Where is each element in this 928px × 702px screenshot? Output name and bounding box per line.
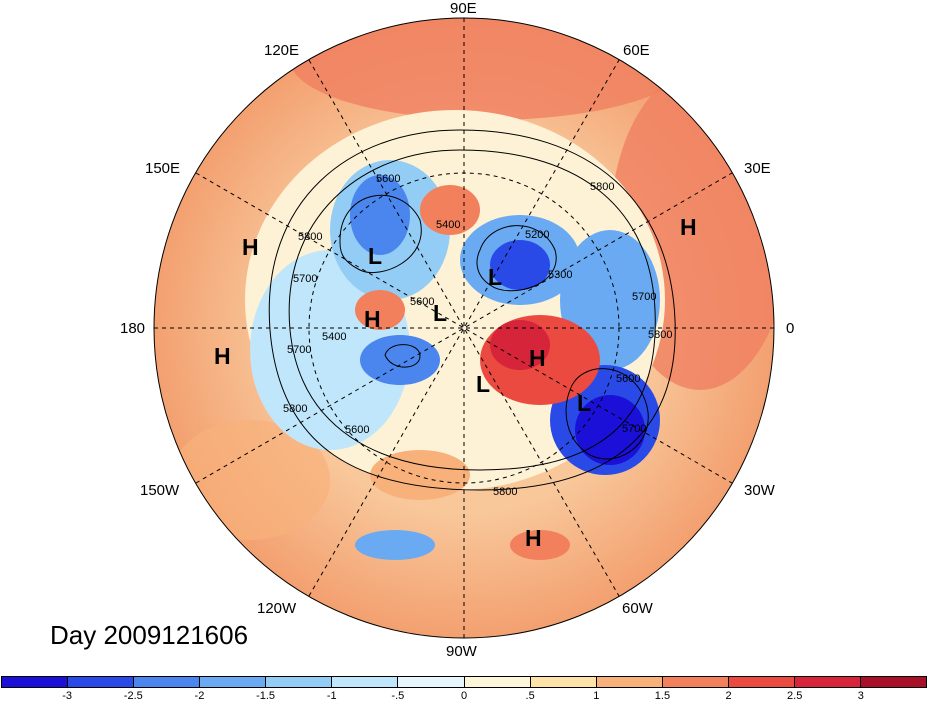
colorbar-swatch	[266, 677, 333, 687]
colorbar-swatch	[134, 677, 201, 687]
colorbar-tick-label: 3	[857, 690, 864, 702]
pressure-center-high: H	[242, 234, 259, 260]
colorbar-tick-label: 1.5	[654, 690, 671, 702]
lon-label-90w: 90W	[446, 643, 477, 660]
pressure-center-high: H	[529, 345, 546, 371]
lon-label-150w: 150W	[140, 482, 180, 499]
colorbar-swatch	[398, 677, 465, 687]
colorbar-swatch	[332, 677, 399, 687]
map-border	[153, 17, 775, 639]
lon-label-120w: 120W	[257, 600, 297, 617]
pressure-center-high: H	[214, 343, 231, 369]
colorbar-tick-label: -2	[194, 690, 205, 702]
colorbar-tick-label: -.5	[391, 690, 405, 702]
lon-label-30e: 30E	[744, 160, 771, 177]
lon-label-180: 180	[120, 320, 146, 337]
pressure-center-high: H	[364, 306, 381, 332]
colorbar-tick-label: -1	[326, 690, 337, 702]
colorbar-swatch	[662, 677, 729, 687]
colorbar-swatch	[530, 677, 597, 687]
anomaly-field	[154, 18, 774, 638]
colorbar-swatch	[596, 677, 663, 687]
lon-label-60w: 60W	[622, 600, 653, 617]
height-contours	[268, 129, 676, 491]
lon-label-60e: 60E	[623, 42, 650, 59]
pressure-center-low: L	[488, 264, 503, 290]
colorbar-tick-label: -3	[62, 690, 73, 702]
colorbar-swatch	[464, 677, 531, 687]
lon-label-150e: 150E	[145, 160, 181, 177]
colorbar-swatch	[794, 677, 862, 687]
lon-label-30w: 30W	[744, 482, 775, 499]
pressure-center-high: H	[680, 214, 697, 240]
graticule	[154, 18, 774, 638]
date-label: Day 2009121606	[50, 620, 249, 650]
colorbar-tick-label: 0	[460, 690, 468, 702]
colorbar-tick-label: 1	[593, 690, 600, 702]
pressure-center-low: L	[433, 300, 448, 326]
lon-label-120e: 120E	[264, 42, 300, 59]
colorbar-swatch	[200, 677, 267, 687]
pressure-center-high: H	[525, 525, 542, 551]
colorbar-tick-label: 2	[725, 690, 732, 702]
colorbar-tick-label: 2.5	[787, 690, 803, 702]
colorbar-swatch	[861, 677, 927, 687]
pressure-center-low: L	[368, 243, 383, 269]
lon-label-90e: 90E	[450, 0, 477, 17]
colorbar-tick-label: -1.5	[256, 690, 276, 702]
colorbar-swatch	[728, 677, 795, 687]
colorbar-tick-label: -2.5	[123, 690, 143, 702]
colorbar	[1, 676, 927, 688]
pressure-center-low: L	[577, 390, 592, 416]
colorbar-swatch	[2, 677, 69, 687]
lon-label-0: 0	[786, 320, 795, 337]
colorbar-tick-label: .5	[525, 690, 535, 702]
pressure-center-low: L	[476, 371, 491, 397]
colorbar-swatch	[68, 677, 135, 687]
